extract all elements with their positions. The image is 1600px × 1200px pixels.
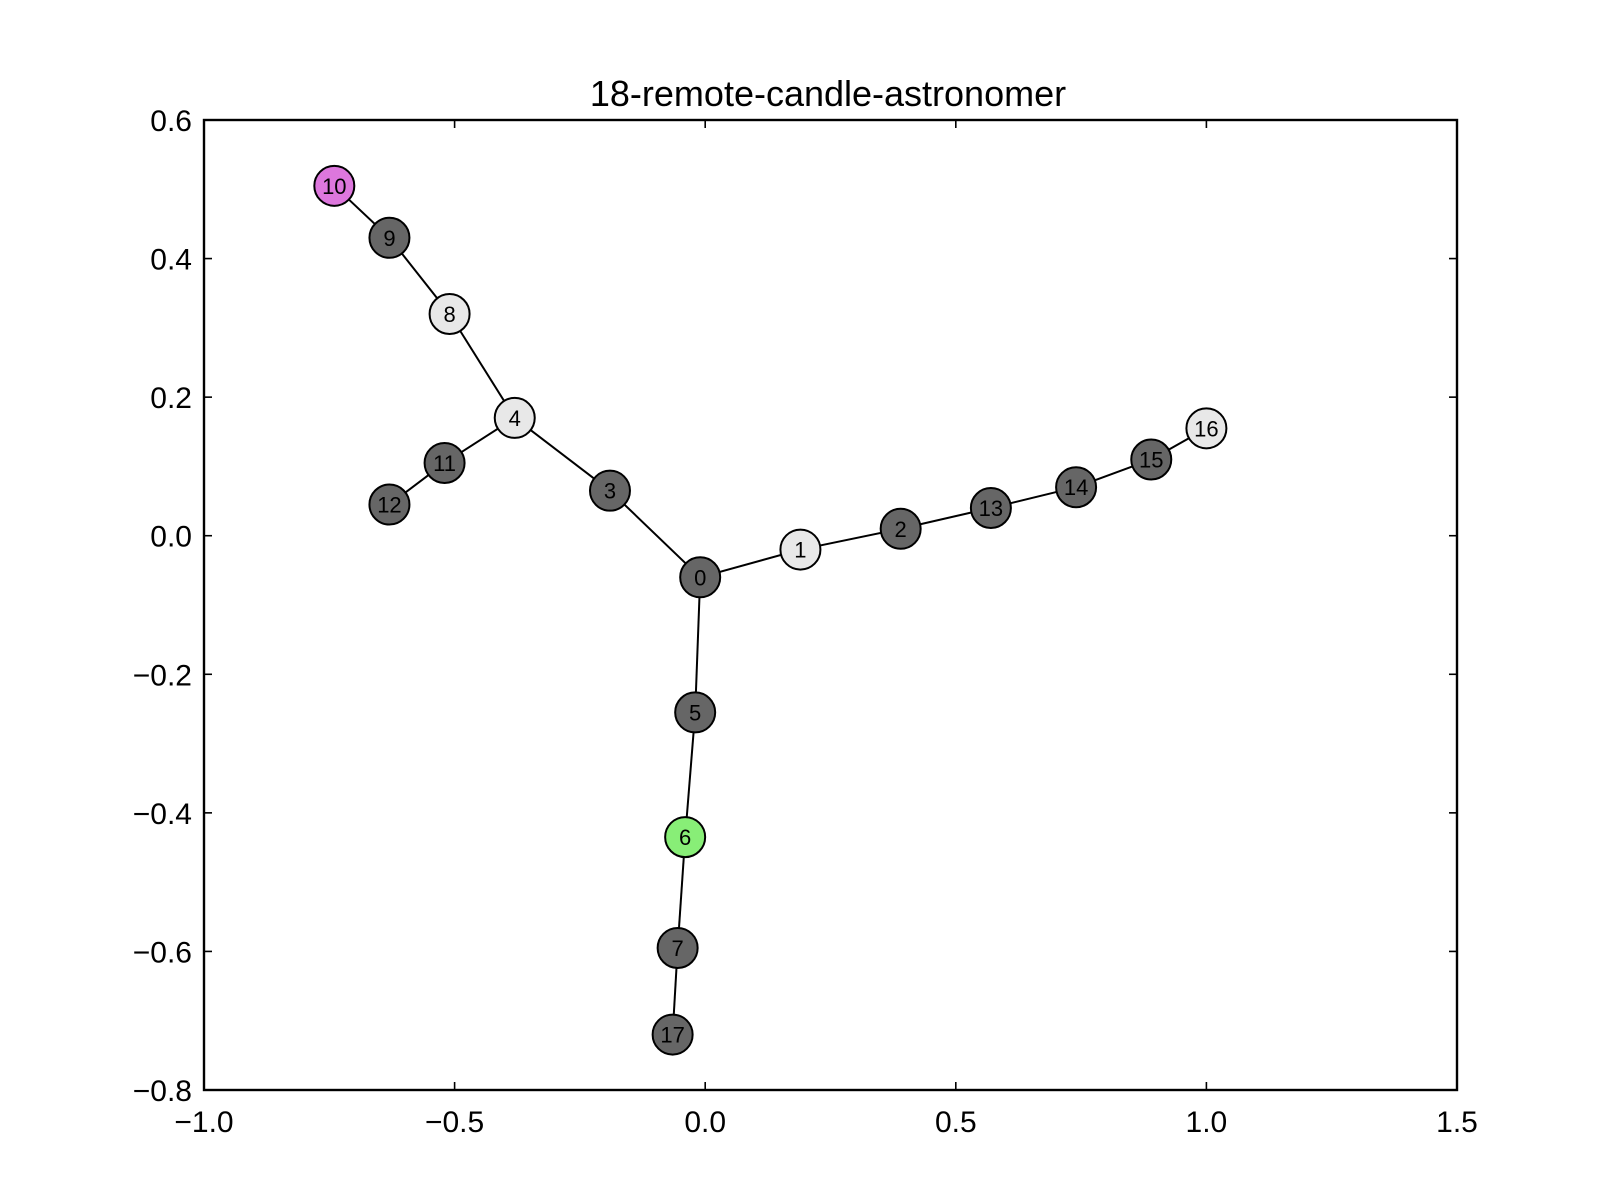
node-circle [969,487,1012,529]
node-circle [679,556,722,599]
node-13: 13 [969,487,1012,529]
y-tick-label: −0.2 [133,659,192,692]
node-4: 4 [493,396,536,439]
node-label: 14 [1064,475,1088,500]
y-tick-label: 0.4 [150,244,192,277]
node-circle [651,1013,694,1056]
node-label: 2 [895,517,907,542]
node-circle [664,816,707,859]
x-tick-label: −0.5 [425,1106,484,1139]
node-circle [493,396,536,439]
node-label: 16 [1194,416,1218,441]
node-label: 3 [604,479,616,504]
node-14: 14 [1055,466,1098,509]
chart-title: 18-remote-candle-astronomer [590,73,1066,114]
node-11: 11 [423,441,466,484]
node-label: 15 [1139,448,1163,473]
node-label: 5 [689,700,701,725]
node-15: 15 [1130,438,1173,481]
node-circle [779,528,822,571]
node-6: 6 [664,816,707,859]
node-17: 17 [651,1013,694,1056]
edge-0-5 [694,577,702,713]
node-label: 9 [383,226,395,251]
node-label: 4 [509,406,521,431]
node-7: 7 [656,926,699,969]
node-label: 1 [794,538,806,563]
node-label: 10 [322,174,346,199]
node-circle [588,469,631,512]
y-tick-label: 0.2 [150,382,192,415]
y-tick-label: 0.0 [150,521,192,554]
node-circle [313,164,356,207]
node-label: 8 [443,302,455,327]
node-8: 8 [428,293,471,335]
node-3: 3 [588,469,631,512]
y-tick-label: −0.8 [133,1075,192,1108]
node-label: 13 [979,496,1003,521]
y-tick-label: 0.6 [150,105,192,138]
node-label: 7 [672,936,684,961]
node-circle [879,507,922,550]
node-1: 1 [779,528,822,571]
axis-ticks: −1.0 −0.5 0.0 0.5 1.0 1.5 0.6 0.4 0.2 0.0 −0.2 −0.4… [133,105,1478,1139]
node-label: 6 [679,825,691,850]
node-label: 17 [660,1023,684,1048]
node-circle [368,216,411,259]
node-10: 10 [313,164,356,207]
node-circle [1130,438,1173,481]
y-tick-label: −0.4 [133,798,192,831]
node-label: 0 [694,565,706,590]
x-tick-label: 0.5 [935,1106,977,1139]
node-16: 16 [1185,407,1228,450]
y-tick-label: −0.6 [133,936,192,969]
x-tick-label: 0.0 [684,1106,726,1139]
node-12: 12 [368,483,411,526]
x-tick-label: 1.5 [1436,1106,1478,1139]
node-circle [428,293,471,335]
node-circle [368,483,411,526]
node-circle [674,691,717,734]
node-circle [423,441,466,484]
plot-area-frame [202,118,1459,1092]
node-circle [1185,407,1228,450]
node-circle [656,926,699,969]
node-5: 5 [674,691,717,734]
node-2: 2 [879,507,922,550]
node-0: 0 [679,556,722,599]
node-label: 11 [433,451,456,476]
node-9: 9 [368,216,411,259]
x-tick-label: 1.0 [1186,1106,1228,1139]
node-circle [1055,466,1098,509]
node-label: 12 [377,493,401,518]
x-tick-label: −1.0 [174,1106,233,1139]
